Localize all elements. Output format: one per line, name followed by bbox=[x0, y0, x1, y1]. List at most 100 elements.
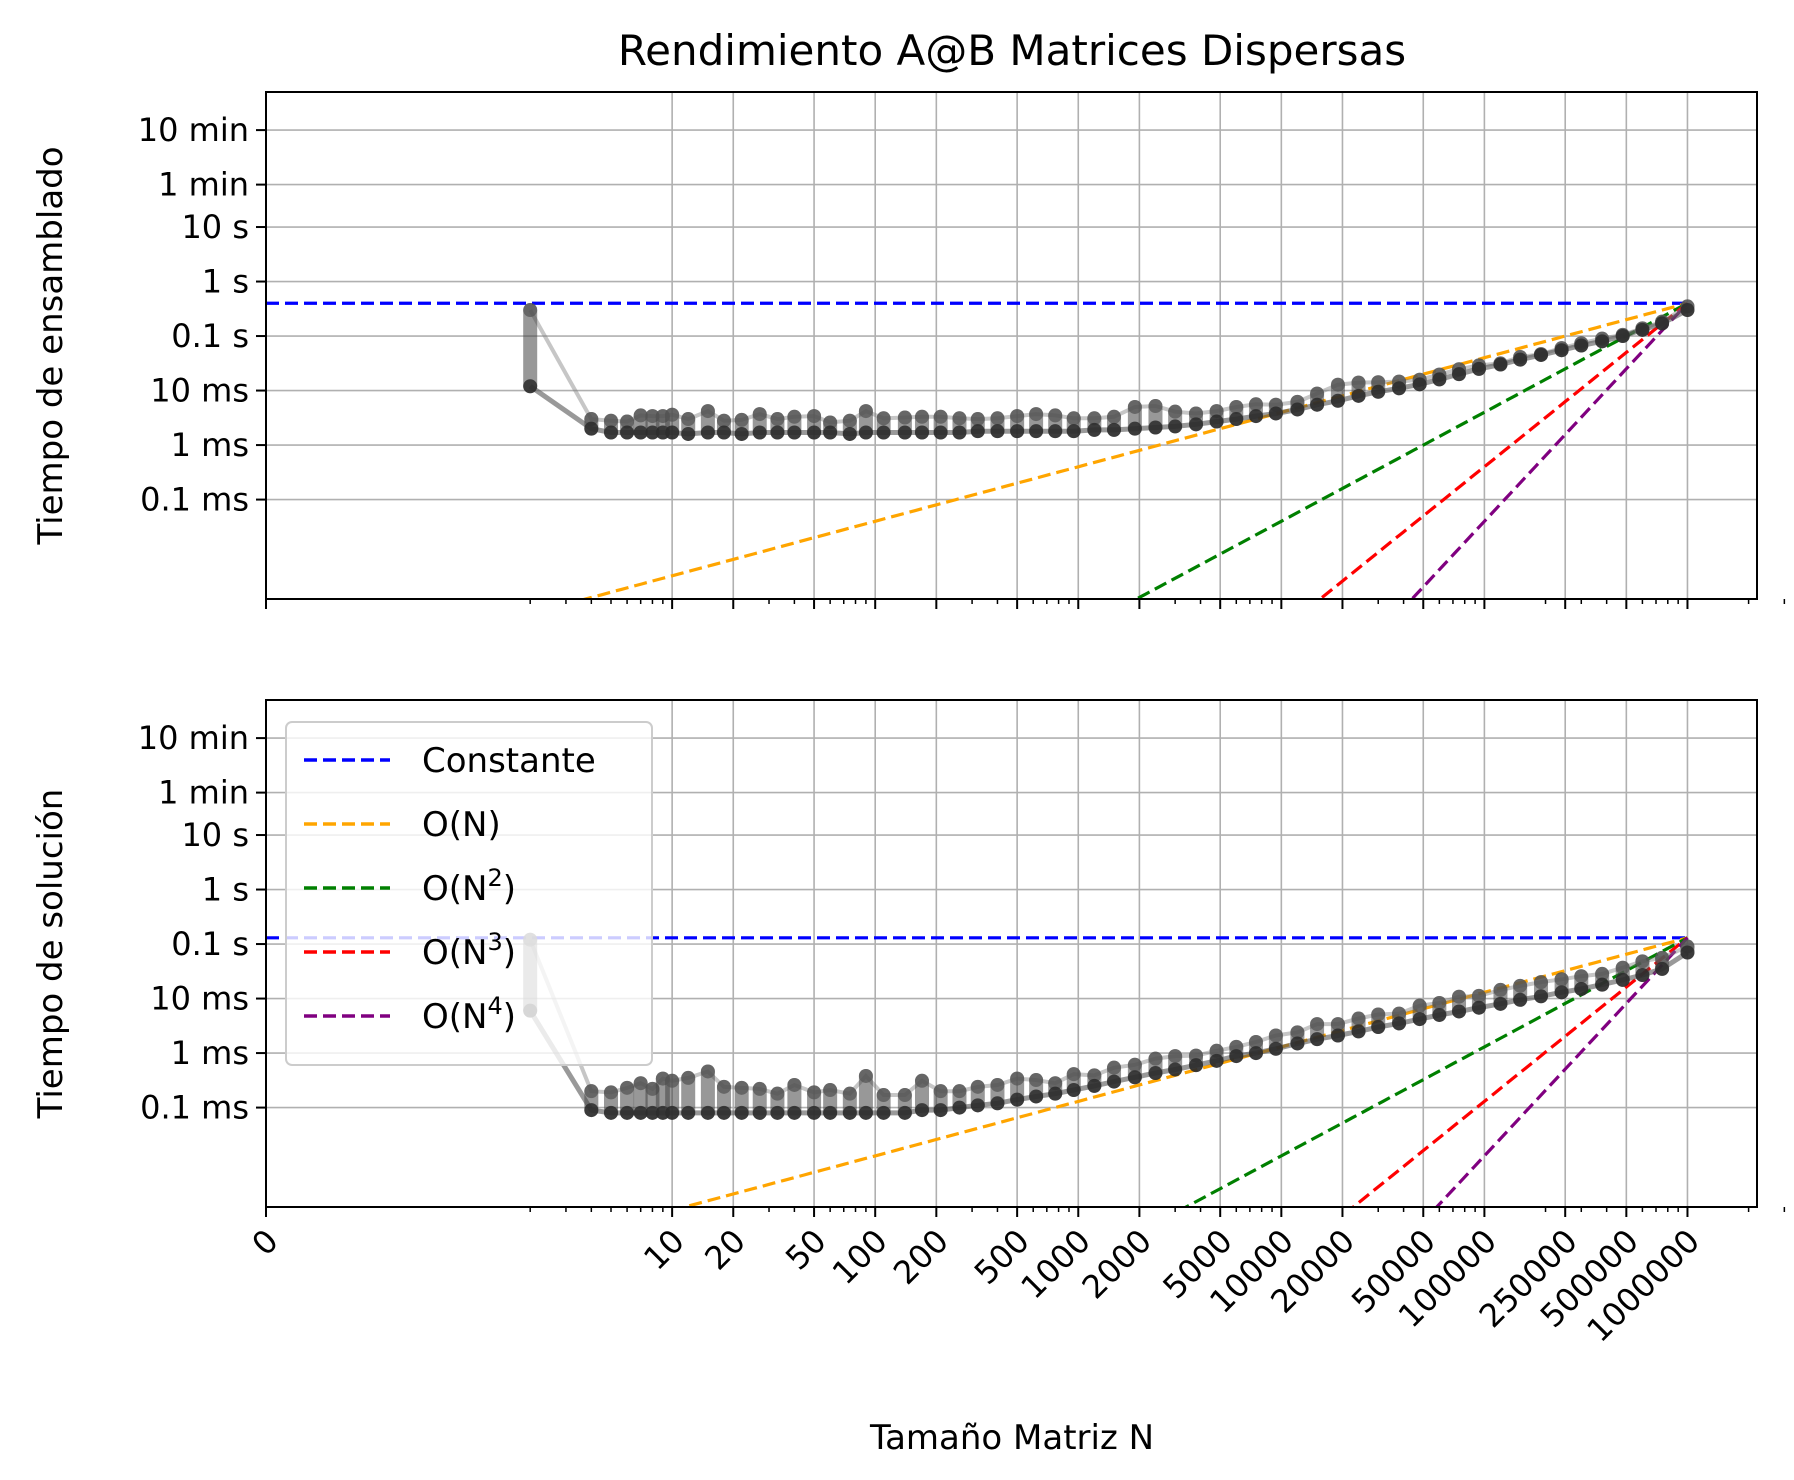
bottom-panel-frame bbox=[265, 699, 1758, 1208]
measurement-point-max bbox=[752, 1081, 767, 1096]
ref-line-order-4 bbox=[1409, 302, 1689, 599]
measurement-point-max bbox=[842, 413, 857, 428]
top-panel-complexity-lines bbox=[266, 301, 1689, 599]
measurement-point-min bbox=[1655, 961, 1670, 976]
measurement-point-min bbox=[1310, 397, 1325, 412]
measurement-point-max bbox=[1248, 397, 1263, 412]
measurement-point-min bbox=[952, 425, 967, 440]
measurement-point-min bbox=[1554, 985, 1569, 1000]
measurement-point-min bbox=[1432, 1007, 1447, 1022]
measurement-point-max bbox=[1290, 1025, 1305, 1040]
measurement-point-max bbox=[1066, 1067, 1081, 1082]
measurement-point-min bbox=[1635, 968, 1650, 983]
measurement-point-max bbox=[990, 411, 1005, 426]
measurement-point-min bbox=[807, 425, 822, 440]
measurement-point-min bbox=[584, 421, 599, 436]
measurement-point-min bbox=[752, 425, 767, 440]
measurement-point-max bbox=[1534, 975, 1549, 990]
measurement-point-min bbox=[1471, 1000, 1486, 1015]
measurement-point-min bbox=[1107, 1074, 1122, 1089]
measurement-point-min bbox=[952, 1100, 967, 1115]
bottom-panel-ylabel: Tiempo de solución bbox=[31, 789, 71, 1120]
measurement-point-min bbox=[716, 1105, 731, 1120]
measurement-point-max bbox=[897, 1088, 912, 1103]
measurement-point-max bbox=[633, 408, 648, 423]
measurement-point-min bbox=[1371, 1020, 1386, 1035]
measurement-point-min bbox=[620, 1105, 635, 1120]
measurement-point-max bbox=[665, 407, 680, 422]
measurement-point-max bbox=[1209, 404, 1224, 419]
measurement-point-max bbox=[1066, 411, 1081, 426]
measurement-point-min bbox=[1290, 1036, 1305, 1051]
measurement-point-min bbox=[1048, 424, 1063, 439]
measurement-point-max bbox=[604, 413, 619, 428]
measurement-point-max bbox=[665, 1073, 680, 1088]
measurement-point-max bbox=[1310, 1017, 1325, 1032]
top-panel-frame bbox=[265, 91, 1758, 600]
measurement-point-min bbox=[1209, 1053, 1224, 1068]
measurement-point-min bbox=[604, 1105, 619, 1120]
measurement-point-min bbox=[1168, 419, 1183, 434]
measurement-point-max bbox=[1087, 411, 1102, 426]
measurement-point-min bbox=[681, 1105, 696, 1120]
y-tick-label: 0.1 ms bbox=[140, 481, 249, 519]
measurement-point-max bbox=[933, 1084, 948, 1099]
measurement-point-min bbox=[620, 425, 635, 440]
measurement-point-min bbox=[914, 425, 929, 440]
measurement-point-min bbox=[1351, 1024, 1366, 1039]
measurement-point-max bbox=[1432, 995, 1447, 1010]
measurement-point-min bbox=[1268, 406, 1283, 421]
measurement-point-min bbox=[1229, 412, 1244, 427]
measurement-point-max bbox=[1010, 1071, 1025, 1086]
measurement-point-max bbox=[1493, 982, 1508, 997]
measurement-point-max bbox=[1412, 998, 1427, 1013]
measurement-point-max bbox=[1452, 989, 1467, 1004]
measurement-point-max bbox=[770, 412, 785, 427]
measurement-point-min bbox=[1189, 417, 1204, 432]
measurement-point-max bbox=[914, 1073, 929, 1088]
measurement-point-max bbox=[1513, 978, 1528, 993]
measurement-point-min bbox=[1087, 1078, 1102, 1093]
measurement-point-min bbox=[681, 426, 696, 441]
measurement-point-max bbox=[1189, 1048, 1204, 1063]
measurement-point-max bbox=[970, 1079, 985, 1094]
measurement-point-max bbox=[1371, 1007, 1386, 1022]
top-panel-ylabel: Tiempo de ensamblado bbox=[31, 146, 71, 545]
measurement-point-min bbox=[1615, 972, 1630, 987]
measurement-point-min bbox=[933, 1103, 948, 1118]
measurement-point-min bbox=[1534, 347, 1549, 362]
measurement-point-min bbox=[1534, 989, 1549, 1004]
y-tick-label: 0.1 s bbox=[171, 317, 249, 355]
measurement-point-max bbox=[787, 1077, 802, 1092]
measurement-point-min bbox=[933, 425, 948, 440]
measurement-point-min bbox=[1066, 424, 1081, 439]
measurement-point-max bbox=[523, 303, 538, 318]
measurement-point-min bbox=[787, 1105, 802, 1120]
measurement-point-max bbox=[952, 411, 967, 426]
measurement-point-min bbox=[1655, 316, 1670, 331]
measurement-point-min bbox=[1268, 1041, 1283, 1056]
measurement-point-max bbox=[770, 1086, 785, 1101]
measurement-point-max bbox=[1148, 399, 1163, 414]
measurement-point-min bbox=[1107, 422, 1122, 437]
measurement-point-max bbox=[858, 1068, 873, 1083]
measurement-point-max bbox=[1615, 960, 1630, 975]
measurement-point-max bbox=[1392, 1006, 1407, 1021]
measurement-point-min bbox=[970, 424, 985, 439]
measurement-point-max bbox=[620, 1080, 635, 1095]
measurement-point-max bbox=[681, 1070, 696, 1085]
measurement-point-max bbox=[914, 409, 929, 424]
measurement-point-min bbox=[990, 1096, 1005, 1111]
measurement-point-max bbox=[1554, 972, 1569, 987]
measurement-point-min bbox=[1248, 409, 1263, 424]
measurement-point-min bbox=[858, 425, 873, 440]
measurement-point-min bbox=[1554, 343, 1569, 358]
measurement-point-max bbox=[1029, 407, 1044, 422]
measurement-point-max bbox=[1310, 386, 1325, 401]
measurement-point-min bbox=[1290, 402, 1305, 417]
measurement-point-max bbox=[1189, 406, 1204, 421]
measurement-point-min bbox=[1452, 1004, 1467, 1019]
measurement-point-min bbox=[1371, 384, 1386, 399]
measurement-point-min bbox=[1595, 334, 1610, 349]
